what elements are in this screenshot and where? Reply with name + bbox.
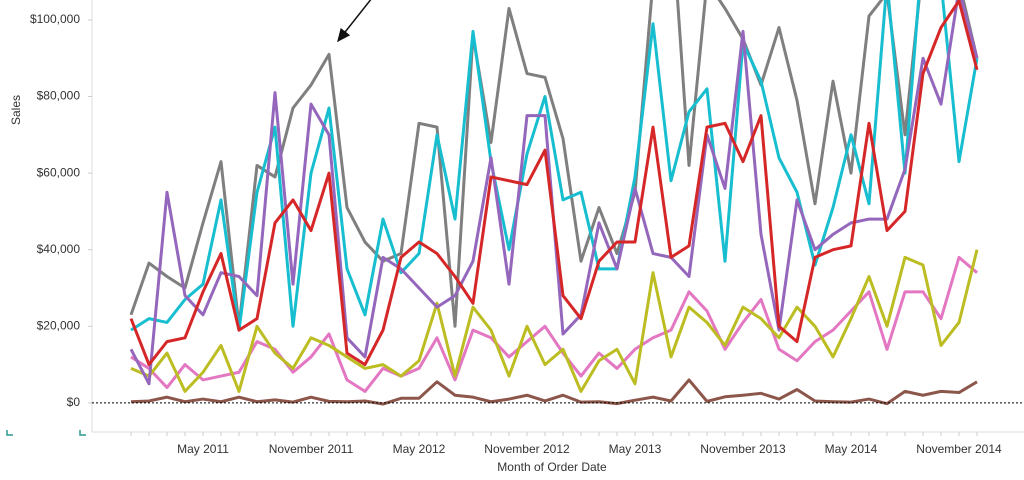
y-tick-label: $100,000 — [30, 12, 80, 26]
x-tick-label: November 2011 — [269, 442, 354, 456]
y-axis-title: Sales — [9, 95, 23, 125]
x-axis-title: Month of Order Date — [497, 460, 607, 474]
series-line — [129, 0, 979, 328]
x-tick-label: November 2012 — [484, 442, 570, 456]
series-line — [130, 249, 979, 393]
x-tick-label: May 2013 — [609, 442, 662, 456]
x-tick-label: May 2012 — [393, 442, 446, 456]
series-line — [129, 0, 979, 367]
x-tick-label: November 2013 — [700, 442, 786, 456]
x-tick-label: May 2011 — [177, 442, 229, 456]
y-tick-label: $0 — [67, 395, 81, 409]
plot-area — [129, 0, 979, 406]
x-tick-label: May 2014 — [825, 442, 878, 456]
series-line — [130, 378, 978, 406]
corner-marks — [6, 430, 86, 436]
y-tick-label: $40,000 — [37, 242, 81, 256]
y-tick-label: $80,000 — [37, 89, 81, 103]
x-tick-label: November 2014 — [916, 442, 1002, 456]
y-tick-label: $60,000 — [37, 165, 81, 179]
annotation-arrow — [337, 0, 372, 43]
y-tick-label: $20,000 — [37, 318, 81, 332]
